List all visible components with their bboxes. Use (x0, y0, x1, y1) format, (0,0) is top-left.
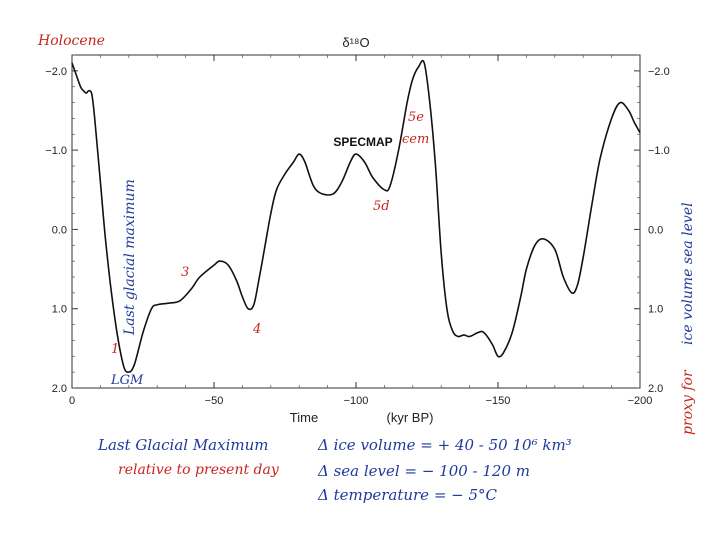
y-tick-label-left: 1.0 (52, 304, 67, 316)
y-tick-label-right: 2.0 (648, 383, 663, 395)
left-y-tick-labels: −2.0 −1.0 0.0 1.0 2.0 (45, 66, 67, 395)
point-label-eem: ϵem (402, 132, 429, 147)
x-tick-labels: 0 −50 −100 −150 −200 (69, 395, 652, 407)
last-glacial-maximum-label: Last glacial maximum (122, 179, 138, 336)
y-tick-label-left: 0.0 (52, 224, 67, 236)
y-tick-label-right: 1.0 (648, 304, 663, 316)
series-label-specmap: SPECMAP (333, 135, 392, 149)
series-line-specmap (71, 59, 641, 373)
axis-ticks (71, 54, 641, 389)
point-label-1: 1 (111, 342, 119, 357)
x-tick-label: −100 (344, 395, 369, 407)
chart-title: δ¹⁸O (342, 35, 369, 50)
relative-note: relative to present day (118, 462, 279, 478)
y-tick-label-right: 0.0 (648, 224, 663, 236)
plot-frame (71, 54, 641, 389)
temperature-note: Δ temperature = − 5°C (318, 486, 498, 504)
point-label-4: 4 (252, 322, 261, 337)
x-axis-label: Time (290, 410, 318, 425)
y-tick-label-left: −2.0 (45, 66, 67, 78)
x-tick-label: −50 (205, 395, 224, 407)
lgm-title-note: Last Glacial Maximum (98, 436, 269, 454)
point-label-5d: 5d (373, 199, 390, 214)
x-tick-label: 0 (69, 395, 75, 407)
ice-volume-note: Δ ice volume = + 40 - 50 10⁶ km³ (318, 436, 572, 454)
x-tick-label: −150 (486, 395, 511, 407)
x-tick-label: −200 (628, 395, 653, 407)
y-tick-label-left: 2.0 (52, 383, 67, 395)
holocene-label: Holocene (37, 33, 105, 49)
right-y-tick-labels: −2.0 −1.0 0.0 1.0 2.0 (648, 66, 670, 395)
proxy-for-label: proxy for (680, 369, 696, 435)
ice-volume-sea-level-label: ice volume sea level (680, 202, 696, 345)
point-label-3: 3 (181, 265, 189, 280)
sea-level-note: Δ sea level = − 100 - 120 m (318, 462, 531, 480)
point-label-lgm: LGM (110, 373, 144, 388)
x-axis-unit: (kyr BP) (387, 410, 434, 425)
y-tick-label-left: −1.0 (45, 145, 67, 157)
point-label-5e: 5e (408, 110, 424, 125)
y-tick-label-right: −2.0 (648, 66, 670, 78)
y-tick-label-right: −1.0 (648, 145, 670, 157)
